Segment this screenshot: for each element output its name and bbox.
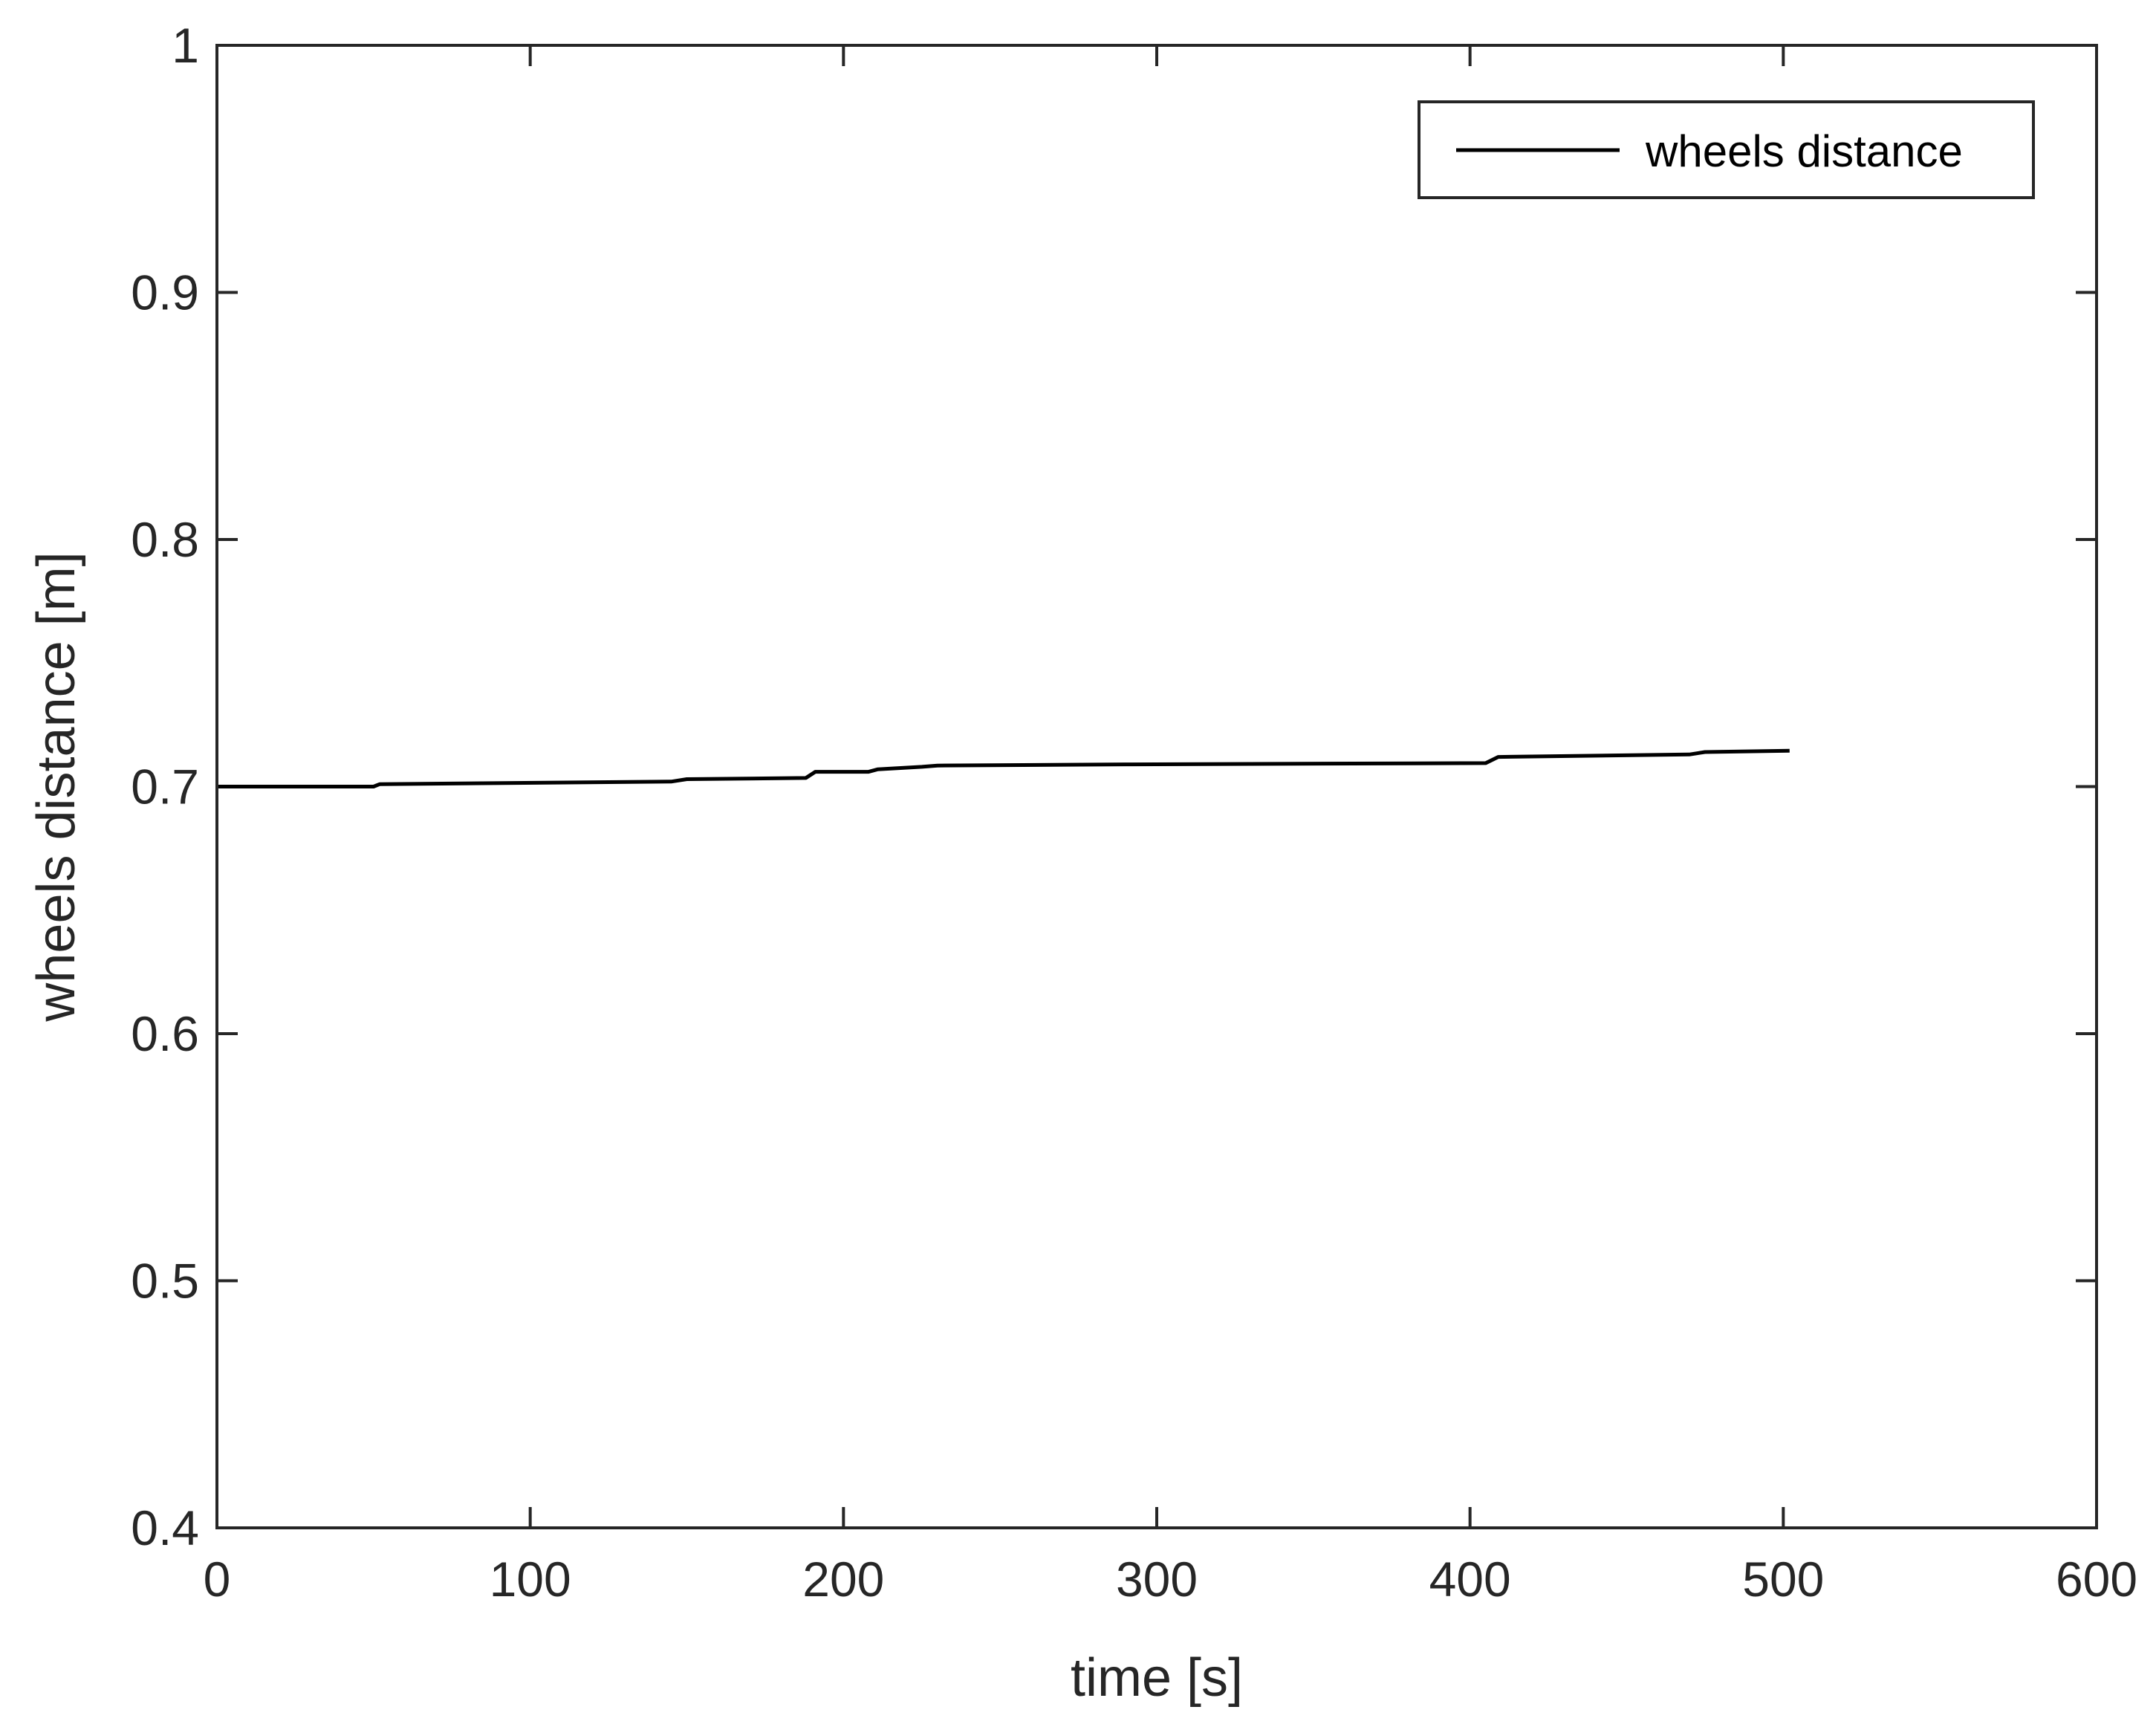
y-tick-label: 0.5 [131,1254,199,1309]
y-axis-title: wheels distance [m] [27,551,86,1022]
x-axis-title: time [s] [1071,1648,1243,1708]
x-tick-label: 300 [1116,1552,1198,1607]
y-tick-label: 1 [172,18,199,73]
x-tick-label: 100 [490,1552,571,1607]
legend-entry-wheels-distance: wheels distance [1645,126,1963,176]
x-tick-label: 400 [1429,1552,1511,1607]
y-tick-label: 0.9 [131,265,199,320]
legend: wheels distance [1418,100,2035,199]
x-tick-label: 0 [204,1552,231,1607]
y-tick-label: 0.7 [131,759,199,814]
series-line-wheels-distance [217,748,1790,788]
y-tick-label: 0.8 [131,512,199,567]
y-tick-label: 0.4 [131,1500,199,1555]
x-tick-label: 600 [2056,1552,2137,1607]
x-tick-label: 500 [1742,1552,1824,1607]
tick-labels: 0 100 200 300 400 500 600 0.4 0.5 0.6 0.7 0.8 0.9 1 [131,18,2137,1607]
plot-area-frame [215,44,2098,1529]
y-tick-label: 0.6 [131,1006,199,1061]
series-lines [217,748,1790,788]
x-tick-label: 200 [802,1552,884,1607]
